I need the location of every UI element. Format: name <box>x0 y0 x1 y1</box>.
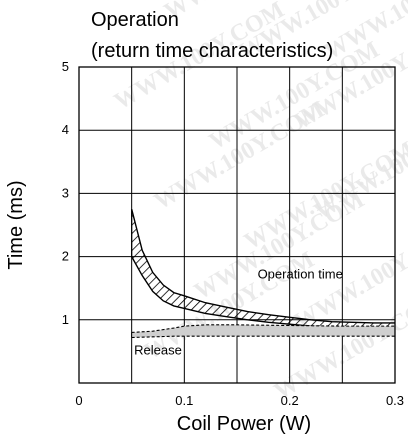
x-tick-label: 0.2 <box>281 393 299 408</box>
y-tick-labels: 1 2 3 4 5 <box>62 59 69 327</box>
x-tick-label: 0 <box>75 393 82 408</box>
operation-time-upper-line <box>130 209 395 324</box>
plot-frame <box>78 66 396 384</box>
y-axis-label: Time (ms) <box>5 180 27 269</box>
y-tick-label: 1 <box>62 312 69 327</box>
y-tick-label: 4 <box>62 122 69 137</box>
release-label: Release <box>134 343 182 358</box>
y-tick-label: 3 <box>62 185 69 200</box>
series-layer <box>130 209 396 339</box>
x-axis-label: Coil Power (W) <box>177 413 311 435</box>
x-tick-labels: 0 0.1 0.2 0.3 <box>75 393 404 408</box>
y-tick-label: 2 <box>62 249 69 264</box>
x-tick-label: 0.3 <box>386 393 404 408</box>
x-tick-label: 0.1 <box>175 393 193 408</box>
operation-time-label: Operation time <box>258 267 343 282</box>
y-tick-label: 5 <box>62 59 69 74</box>
annotation-layer: Operation time Release <box>134 267 343 358</box>
release-band-area <box>131 324 396 338</box>
chart-title-line-2: (return time characteristics) <box>91 40 333 62</box>
chart-title-line-1: Operation <box>91 9 179 31</box>
